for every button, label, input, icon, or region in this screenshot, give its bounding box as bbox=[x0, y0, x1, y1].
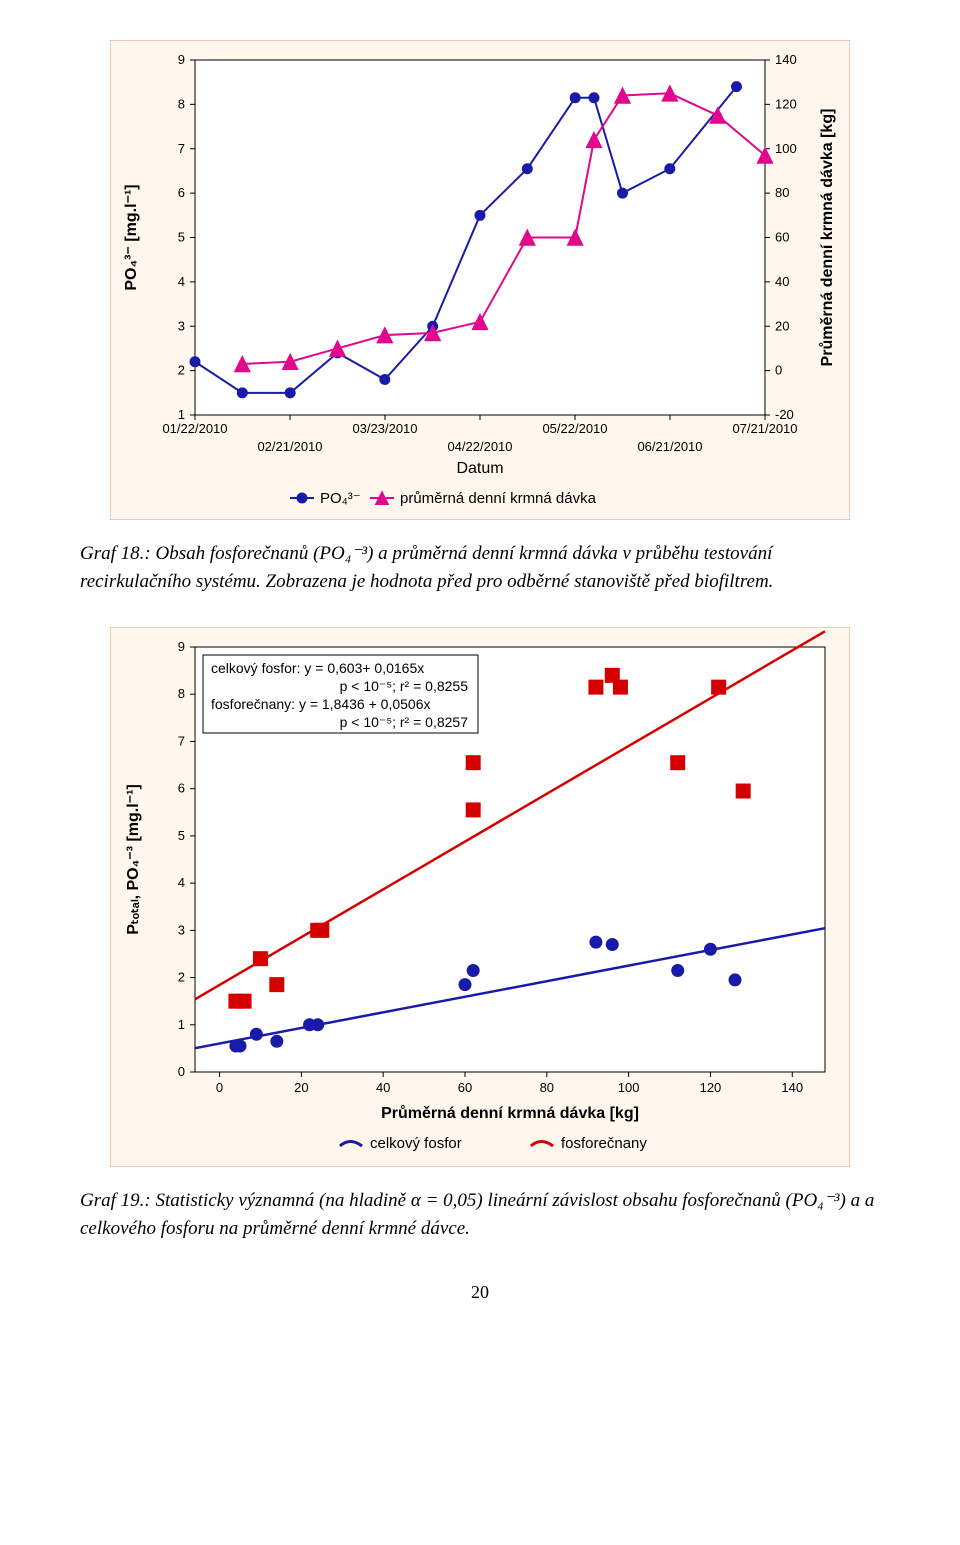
svg-text:1: 1 bbox=[178, 407, 185, 422]
chart1-container: 1 2 3 4 5 6 7 8 9 -20 0 20 40 60 80 100 120 140 01/22/2010… bbox=[80, 40, 880, 520]
svg-text:celkový fosfor: celkový fosfor bbox=[370, 1135, 462, 1152]
svg-text:03/23/2010: 03/23/2010 bbox=[352, 421, 417, 436]
caption-chart2: Graf 19.: Statisticky významná (na hladi… bbox=[80, 1187, 880, 1242]
svg-text:60: 60 bbox=[458, 1080, 472, 1095]
svg-text:100: 100 bbox=[618, 1080, 640, 1095]
svg-text:01/22/2010: 01/22/2010 bbox=[162, 421, 227, 436]
svg-text:20: 20 bbox=[775, 318, 789, 333]
svg-text:8: 8 bbox=[178, 96, 185, 111]
svg-text:6: 6 bbox=[178, 185, 185, 200]
caption2-text: : Statisticky významná (na hladině α = 0… bbox=[80, 1190, 874, 1239]
svg-text:p < 10⁻⁵; r² = 0,8255: p < 10⁻⁵; r² = 0,8255 bbox=[340, 678, 469, 694]
svg-text:3: 3 bbox=[178, 318, 185, 333]
caption1-prefix: Graf 18. bbox=[80, 543, 144, 564]
svg-text:4: 4 bbox=[178, 875, 185, 890]
svg-text:80: 80 bbox=[775, 185, 789, 200]
chart2: 0 20 40 60 80 100 120 140 0 1 2 3 4 5 6 7 8 9 Průměrná den… bbox=[110, 627, 850, 1167]
svg-text:-20: -20 bbox=[775, 407, 794, 422]
svg-text:Datum: Datum bbox=[456, 460, 503, 477]
svg-text:0: 0 bbox=[775, 363, 782, 378]
svg-text:120: 120 bbox=[775, 96, 797, 111]
svg-text:0: 0 bbox=[216, 1080, 223, 1095]
page: 123456789-2002040608010012014001/22/2010… bbox=[0, 0, 960, 1343]
svg-text:8: 8 bbox=[178, 686, 185, 701]
svg-text:1: 1 bbox=[178, 1017, 185, 1032]
svg-text:celkový fosfor: y = 0,603+ 0,0: celkový fosfor: y = 0,603+ 0,0165x bbox=[211, 660, 424, 676]
svg-text:02/21/2010: 02/21/2010 bbox=[257, 439, 322, 454]
svg-text:120: 120 bbox=[700, 1080, 722, 1095]
svg-text:20: 20 bbox=[294, 1080, 308, 1095]
caption-chart1: Graf 18.: Obsah fosforečnanů (PO₄⁻³) a p… bbox=[80, 540, 880, 595]
svg-text:Průměrná denní krmná dávka [kg: Průměrná denní krmná dávka [kg] bbox=[819, 109, 836, 367]
svg-text:07/21/2010: 07/21/2010 bbox=[732, 421, 797, 436]
svg-text:Pₜₒₜₐₗ, PO₄⁻³ [mg.l⁻¹]: Pₜₒₜₐₗ, PO₄⁻³ [mg.l⁻¹] bbox=[125, 784, 142, 935]
chart2-container: 0 20 40 60 80 100 120 140 0 1 2 3 4 5 6 7 8 9 Průměrná den… bbox=[80, 627, 880, 1167]
caption2-prefix: Graf 19. bbox=[80, 1190, 144, 1211]
svg-text:3: 3 bbox=[178, 922, 185, 937]
svg-text:PO₄³⁻ [mg.l⁻¹]: PO₄³⁻ [mg.l⁻¹] bbox=[123, 184, 140, 290]
svg-text:9: 9 bbox=[178, 52, 185, 67]
svg-text:5: 5 bbox=[178, 230, 185, 245]
svg-text:7: 7 bbox=[178, 734, 185, 749]
svg-text:140: 140 bbox=[775, 52, 797, 67]
svg-text:6: 6 bbox=[178, 781, 185, 796]
svg-text:4: 4 bbox=[178, 274, 185, 289]
svg-text:průměrná denní krmná dávka: průměrná denní krmná dávka bbox=[400, 490, 597, 507]
svg-text:p < 10⁻⁵; r² = 0,8257: p < 10⁻⁵; r² = 0,8257 bbox=[340, 714, 469, 730]
caption1-text: : Obsah fosforečnanů (PO₄⁻³) a průměrná … bbox=[80, 543, 773, 592]
svg-text:40: 40 bbox=[775, 274, 789, 289]
svg-text:04/22/2010: 04/22/2010 bbox=[447, 439, 512, 454]
svg-text:2: 2 bbox=[178, 363, 185, 378]
svg-text:fosforečnany: fosforečnany bbox=[561, 1135, 647, 1152]
svg-text:06/21/2010: 06/21/2010 bbox=[637, 439, 702, 454]
svg-text:0: 0 bbox=[178, 1064, 185, 1079]
svg-text:Průměrná denní krmná dávka [kg: Průměrná denní krmná dávka [kg] bbox=[381, 1105, 639, 1122]
svg-text:9: 9 bbox=[178, 639, 185, 654]
page-number: 20 bbox=[80, 1282, 880, 1303]
svg-text:2: 2 bbox=[178, 970, 185, 985]
svg-text:80: 80 bbox=[540, 1080, 554, 1095]
svg-text:100: 100 bbox=[775, 141, 797, 156]
svg-text:140: 140 bbox=[781, 1080, 803, 1095]
svg-text:05/22/2010: 05/22/2010 bbox=[542, 421, 607, 436]
svg-text:40: 40 bbox=[376, 1080, 390, 1095]
svg-text:PO₄³⁻: PO₄³⁻ bbox=[320, 490, 361, 507]
svg-text:7: 7 bbox=[178, 141, 185, 156]
svg-text:60: 60 bbox=[775, 230, 789, 245]
chart1: 1 2 3 4 5 6 7 8 9 -20 0 20 40 60 80 100 120 140 01/22/2010… bbox=[110, 40, 850, 520]
svg-text:fosforečnany: y = 1,8436 + 0,: fosforečnany: y = 1,8436 + 0,0506x bbox=[211, 696, 431, 712]
svg-text:5: 5 bbox=[178, 828, 185, 843]
